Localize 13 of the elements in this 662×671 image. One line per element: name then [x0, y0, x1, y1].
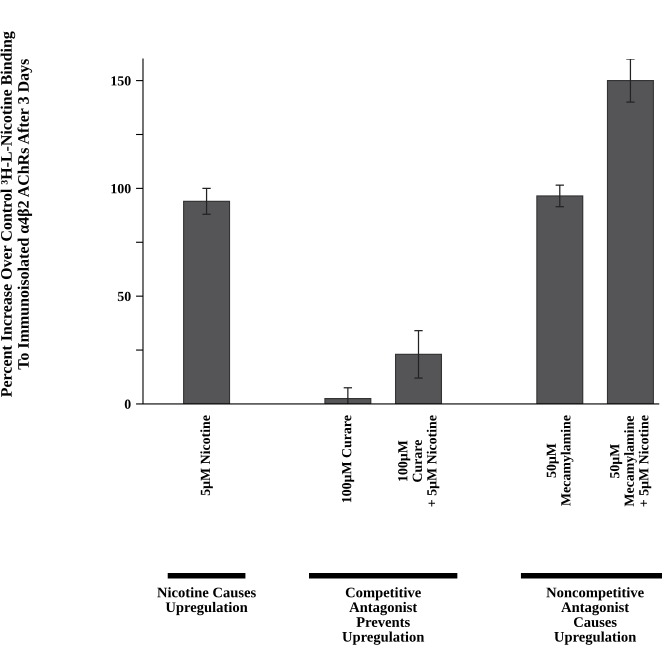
y-tick-label: 50	[118, 292, 131, 302]
y-tick-label: 150	[111, 76, 131, 86]
y-tick-label: 0	[124, 400, 131, 409]
x-tick-label: 50μM Mecamylamine + 5μM Nicotine	[610, 415, 652, 506]
x-tick-label: 5μM Nicotine	[200, 415, 213, 496]
x-tick-label: 100μM Curare + 5μM Nicotine	[398, 415, 440, 506]
text: Nicotine Causes Upregulation	[157, 587, 256, 616]
x-tick-label: 50μM Mecamylamine	[546, 415, 574, 506]
y-axis-title: Percent Increase Over Control ³H-L-Nicotine Binding To Immunoisolated α4β2 AChRs After 3 Days	[0, 31, 32, 398]
y-tick-label: 100	[111, 184, 131, 194]
text: Competitive Antagonist Prevents Upregulation	[342, 587, 424, 645]
x-tick-label: 100μM Curare	[342, 415, 354, 502]
text: Noncompetitive Antagonist Causes Upregulation	[546, 587, 644, 645]
